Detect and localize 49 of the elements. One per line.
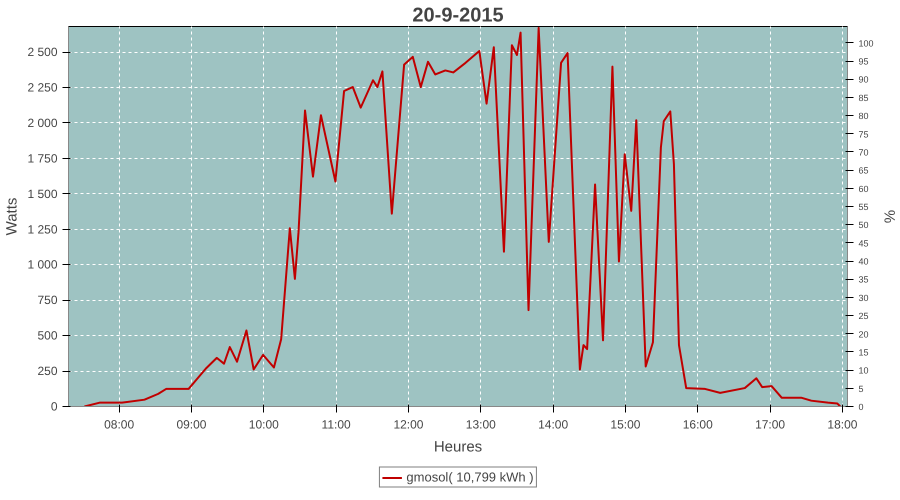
y2-tick-label: 15	[858, 347, 869, 358]
y-tick-label: 750	[37, 293, 58, 308]
y2-tick-label: 70	[858, 147, 869, 158]
y2-tick-label: 65	[858, 166, 869, 176]
y2-tick-label: 20	[858, 329, 869, 340]
y2-tick-label: 95	[858, 56, 869, 67]
x-tick-label: 14:00	[538, 418, 568, 432]
y-tick-label: 0	[50, 400, 58, 414]
y2-tick-label: 85	[858, 92, 869, 103]
y2-tick-label: 80	[858, 111, 869, 122]
y2-tick-label: 55	[858, 202, 869, 212]
x-tick-label: 11:00	[322, 418, 352, 432]
y2-tick-label: 5	[858, 384, 864, 394]
y-tick-label: 2 500	[27, 45, 58, 60]
x-tick-label: 12:00	[393, 418, 424, 432]
y2-tick-label: 45	[858, 238, 869, 248]
legend-label: gmosol( 10,799 kWh )	[406, 470, 534, 484]
y-tick-label: 2 250	[27, 80, 58, 94]
y-tick-label: 1 250	[27, 222, 58, 236]
x-tick-label: 18:00	[827, 418, 858, 432]
y2-axis-title: %	[880, 210, 898, 224]
x-tick-label: 16:00	[682, 418, 714, 432]
x-tick-label: 17:00	[755, 418, 786, 432]
x-tick-label: 09:00	[176, 418, 207, 432]
y2-tick-label: 60	[858, 184, 869, 194]
y2-tick-label: 25	[858, 311, 869, 322]
y2-tick-label: 10	[858, 366, 869, 376]
x-tick-label: 10:00	[248, 418, 280, 432]
y-axis-title: Watts	[3, 198, 20, 236]
y-tick-label: 2 000	[27, 116, 58, 130]
y-tick-label: 500	[37, 328, 58, 343]
y-tick-label: 1 000	[27, 258, 58, 272]
y2-tick-label: 35	[858, 274, 869, 285]
line-series	[83, 26, 842, 406]
y2-tick-label: 30	[858, 292, 869, 303]
y2-tick-label: 40	[858, 256, 869, 267]
y-tick-label: 1 750	[27, 151, 58, 166]
y2-tick-label: 50	[858, 220, 869, 230]
y-tick-label: 1 500	[27, 186, 58, 201]
y2-tick-label: 0	[858, 402, 864, 412]
y2-tick-label: 75	[858, 129, 869, 140]
x-tick-label: 08:00	[104, 418, 134, 432]
y-tick-label: 250	[37, 364, 58, 378]
x-axis-title: Heures	[434, 438, 482, 456]
y2-tick-label: 90	[858, 74, 869, 85]
y2-tick-label: 100	[858, 38, 874, 48]
chart-title: 20-9-2015	[412, 4, 504, 26]
x-tick-label: 13:00	[466, 418, 496, 432]
x-tick-label: 15:00	[610, 418, 641, 432]
